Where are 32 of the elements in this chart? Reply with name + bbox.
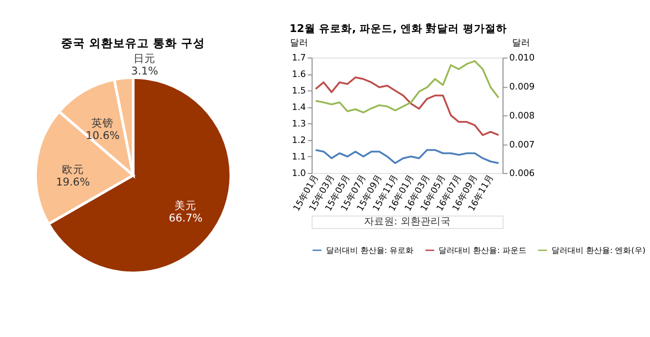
line-series (314, 149, 500, 164)
y2-tick-label: 0.009 (509, 82, 535, 93)
chart-title: 12월 유로화, 파운드, 엔화 對달러 평가절하 (289, 22, 507, 35)
y-tick-label: 1.7 (292, 54, 306, 64)
y-tick-label: 1.5 (292, 86, 306, 97)
y2-tick-label: 0.007 (509, 140, 535, 150)
line-series (314, 60, 500, 114)
y-tick-label: 1.0 (292, 169, 306, 180)
y2-tick-label: 0.008 (509, 111, 535, 122)
legend-label: 달러대비 환산율: 엔화(우) (551, 246, 646, 255)
data-label: 66.7% (168, 212, 203, 225)
data-label: 10.6% (86, 128, 120, 142)
y-tick-label: 1.1 (292, 152, 306, 163)
slice-label: 英镑 (92, 116, 114, 130)
slice-label: 美元 (174, 199, 197, 212)
y2-tick-label: 0.010 (509, 54, 535, 64)
slice-label: 日元 (134, 52, 156, 66)
y-tick-label: 1.2 (292, 136, 306, 146)
data-label: 3.1% (131, 64, 158, 78)
y-tick-label: 1.3 (292, 120, 306, 130)
y-tick-label: 1.4 (292, 103, 306, 114)
y-axis-title: 달러 (290, 38, 308, 49)
y2-axis-title: 달러 (512, 38, 530, 49)
chart-title: 중국 외환보유고 통화 구성 (61, 36, 206, 50)
legend-label: 달러대비 환산율: 유로화 (326, 246, 414, 255)
text: 자료원: 외환관리국 (364, 216, 450, 228)
y-tick-label: 1.6 (292, 70, 306, 80)
data-label: 19.6% (56, 176, 90, 189)
slice-label: 欧元 (62, 163, 84, 176)
y2-tick-label: 0.006 (509, 169, 535, 180)
legend-label: 달러대비 환산율: 파운드 (438, 246, 526, 255)
line-series (314, 76, 500, 136)
